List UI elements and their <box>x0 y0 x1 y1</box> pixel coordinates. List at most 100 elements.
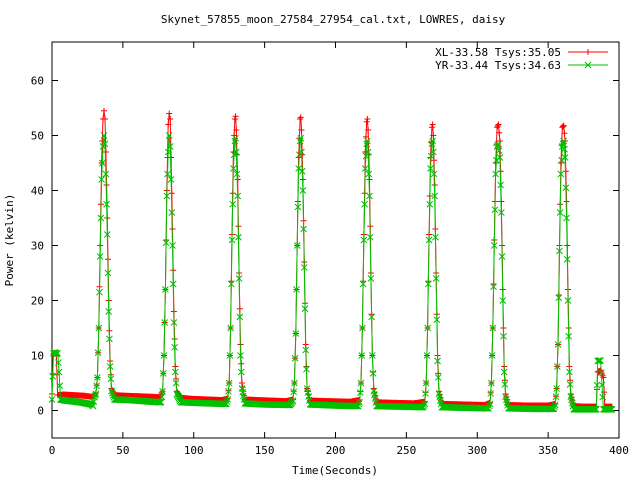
data-point <box>500 332 507 340</box>
data-point <box>426 200 434 208</box>
data-point <box>495 121 502 128</box>
data-point <box>98 159 106 167</box>
x-tick-label: 100 <box>184 444 204 457</box>
data-point <box>98 176 105 183</box>
data-point <box>91 392 99 400</box>
data-point <box>485 404 492 412</box>
data-point <box>598 381 606 389</box>
data-point <box>421 400 429 408</box>
x-tick-label: 250 <box>396 444 416 457</box>
data-point <box>102 149 109 155</box>
data-point <box>295 165 302 172</box>
data-point <box>429 137 436 145</box>
data-point <box>552 393 560 401</box>
data-point <box>92 390 100 398</box>
axis-ticks: 0 50 100 150 200 250 300 350 400 0 10 20 30 40 50 60 <box>31 42 629 457</box>
data-point <box>160 352 168 359</box>
data-point <box>55 359 62 367</box>
data-point <box>303 365 310 373</box>
data-point <box>359 280 367 288</box>
data-point <box>365 170 373 178</box>
data-point <box>235 233 242 241</box>
data-point <box>433 316 441 324</box>
data-point <box>101 107 108 114</box>
data-point <box>228 236 236 244</box>
data-point <box>487 390 495 397</box>
data-point <box>494 122 501 129</box>
data-point <box>299 187 307 194</box>
data-point <box>495 147 503 154</box>
data-point <box>605 406 613 413</box>
data-point <box>497 209 505 216</box>
data-point <box>105 308 113 315</box>
data-point <box>422 379 430 387</box>
data-point <box>289 397 297 404</box>
x-axis-label: Time(Seconds) <box>292 464 378 477</box>
series-layer <box>48 107 616 413</box>
data-point <box>607 406 615 413</box>
data-point <box>561 154 569 161</box>
data-point <box>108 389 116 397</box>
data-point <box>356 398 363 406</box>
data-point <box>355 400 363 408</box>
data-point <box>564 297 572 304</box>
data-point <box>485 402 493 410</box>
data-point <box>432 233 439 241</box>
data-point <box>107 375 115 383</box>
data-point <box>232 148 240 156</box>
data-point <box>157 398 165 406</box>
data-point <box>427 165 434 172</box>
data-point <box>360 236 368 244</box>
y-tick-label: 50 <box>31 130 44 143</box>
data-point <box>96 288 103 296</box>
legend-swatch-marker <box>584 61 592 69</box>
data-point <box>237 352 244 359</box>
data-point <box>590 406 598 413</box>
data-point <box>560 122 567 129</box>
data-point <box>432 275 440 282</box>
data-point <box>161 319 169 326</box>
data-point <box>227 280 235 288</box>
y-tick-label: 30 <box>31 240 44 253</box>
data-point <box>563 214 570 222</box>
data-point <box>561 145 568 153</box>
data-point <box>94 349 102 357</box>
data-point <box>302 346 310 354</box>
data-point <box>165 132 173 139</box>
data-point <box>49 373 57 380</box>
data-point <box>498 253 506 260</box>
data-point <box>362 152 370 160</box>
data-point <box>434 357 441 365</box>
data-point <box>292 330 300 337</box>
data-point <box>608 406 616 413</box>
data-point <box>566 368 573 376</box>
data-point <box>430 170 438 178</box>
data-point <box>368 313 375 321</box>
data-point <box>366 233 374 241</box>
data-point <box>366 192 373 200</box>
data-point <box>553 385 560 392</box>
data-point <box>54 349 62 357</box>
data-point <box>93 382 101 390</box>
data-point <box>300 225 307 233</box>
data-point <box>97 214 105 222</box>
chart-title: Skynet_57855_moon_27584_27954_cal.txt, L… <box>161 13 506 26</box>
data-point <box>103 231 111 238</box>
data-point <box>424 324 431 332</box>
data-point <box>226 352 234 359</box>
data-point <box>591 406 599 413</box>
data-point <box>233 170 241 178</box>
y-tick-label: 60 <box>31 75 44 88</box>
data-point <box>369 352 376 359</box>
data-point <box>551 401 559 409</box>
x-tick-label: 200 <box>326 444 346 457</box>
data-point <box>162 286 169 293</box>
data-point <box>167 176 175 183</box>
data-point <box>367 275 375 282</box>
data-point <box>168 209 176 216</box>
data-point <box>369 370 377 377</box>
data-point <box>422 390 429 397</box>
data-point <box>102 116 109 122</box>
data-point <box>496 129 503 136</box>
data-point <box>486 400 494 408</box>
